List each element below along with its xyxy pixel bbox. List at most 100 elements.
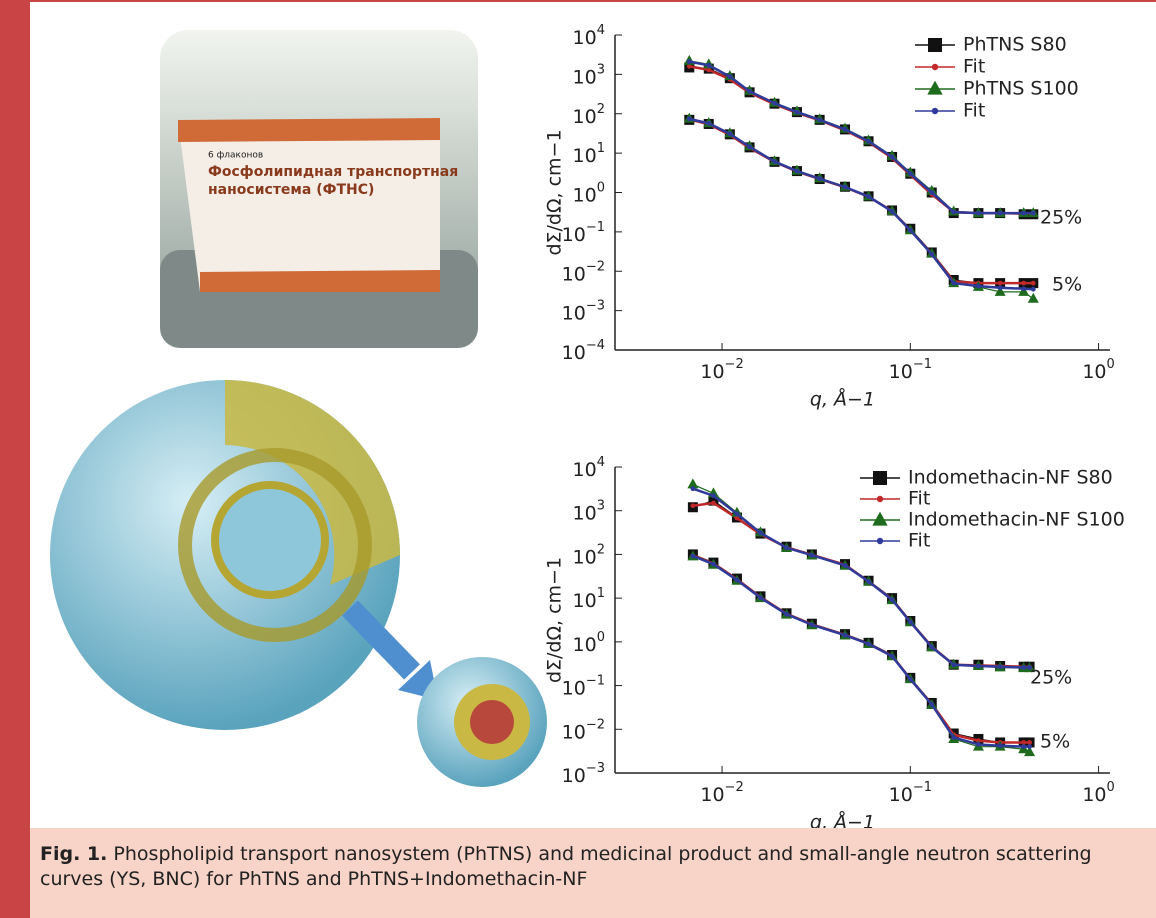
y-tick-label: 101	[573, 586, 605, 612]
marker	[706, 62, 712, 68]
x-axis-label: q, Å−1	[810, 388, 875, 411]
x-tick-label: 100	[1082, 780, 1114, 806]
curve-label: 5%	[1052, 274, 1082, 296]
marker	[876, 537, 884, 545]
marker	[976, 663, 981, 669]
marker	[1027, 292, 1039, 303]
marker	[842, 632, 848, 638]
y-tick-label: 102	[573, 542, 605, 568]
y-tick-label: 104	[573, 455, 605, 481]
marker	[997, 285, 1003, 291]
marker	[976, 283, 981, 289]
marker	[1027, 740, 1032, 745]
marker	[1024, 746, 1036, 757]
marker	[927, 80, 943, 95]
marker	[794, 168, 800, 174]
caption-text: Phospholipid transport nanosystem (PhTNS…	[40, 843, 1092, 890]
marker	[951, 280, 957, 286]
marker	[686, 116, 692, 122]
curve-label: 5%	[1040, 731, 1070, 753]
marker	[817, 176, 823, 182]
marker	[842, 563, 848, 568]
y-tick-label: 100	[573, 629, 605, 655]
x-tick-label: 10−1	[889, 780, 932, 806]
marker	[976, 742, 981, 747]
marker	[817, 117, 823, 123]
marker	[889, 154, 895, 160]
side-bar	[0, 0, 30, 918]
y-tick-label: 100	[573, 180, 605, 206]
marker	[711, 500, 716, 506]
marker	[747, 88, 752, 94]
marker	[889, 653, 895, 659]
box-title: наносистема (ФТНС)	[208, 182, 374, 198]
legend-label: Fit	[963, 56, 985, 78]
marker	[842, 184, 848, 190]
marker	[929, 190, 935, 195]
marker	[758, 595, 763, 601]
marker	[747, 144, 752, 150]
legend-label: PhTNS S100	[963, 78, 1079, 100]
marker	[1021, 280, 1027, 286]
marker	[687, 478, 699, 489]
marker	[866, 641, 871, 647]
marker	[951, 209, 957, 215]
caption-label: Fig. 1.	[40, 843, 108, 865]
marker	[997, 743, 1003, 749]
series-line	[692, 554, 1030, 748]
marker	[997, 210, 1003, 216]
marker	[711, 561, 716, 567]
marker	[926, 184, 938, 195]
marker	[794, 109, 800, 115]
x-tick-label: 10−2	[700, 780, 743, 806]
curve-label: 25%	[1040, 207, 1082, 229]
marker	[907, 676, 913, 682]
marker	[772, 100, 777, 106]
marker	[1021, 744, 1027, 750]
marker	[784, 545, 789, 551]
marker	[727, 131, 733, 137]
marker	[690, 553, 696, 559]
y-tick-label: 10−1	[562, 219, 605, 245]
marker	[1030, 280, 1036, 286]
marker	[809, 552, 815, 558]
x-axis-label: q, Å−1	[810, 811, 875, 829]
y-tick-label: 10−2	[562, 717, 605, 743]
marker	[690, 486, 696, 492]
y-tick-label: 10−1	[562, 673, 605, 699]
x-tick-label: 100	[1082, 357, 1114, 383]
marker	[842, 127, 848, 132]
marker	[931, 107, 939, 115]
marker	[690, 503, 696, 509]
y-tick-label: 101	[573, 141, 605, 167]
marker	[866, 138, 871, 144]
marker	[994, 285, 1006, 296]
marker	[931, 63, 939, 71]
series-line	[692, 487, 1030, 669]
marker	[711, 493, 716, 499]
y-tick-label: 103	[573, 498, 605, 524]
marker	[809, 622, 815, 628]
product-photo: 6 флаконов Фосфолипидная транспортная на…	[160, 30, 478, 348]
legend-label: Fit	[963, 100, 985, 122]
y-tick-label: 102	[573, 101, 605, 127]
x-tick-label: 10−1	[889, 357, 932, 383]
series-line	[689, 117, 1034, 291]
marker	[734, 577, 740, 583]
legend-label: Fit	[908, 488, 930, 510]
marker	[928, 38, 942, 52]
y-tick-label: 10−3	[562, 298, 605, 324]
y-axis-label: dΣ/dΩ, cm−1	[544, 557, 566, 683]
marker	[997, 280, 1003, 286]
marker	[706, 67, 712, 73]
marker	[758, 530, 763, 536]
legend-label: PhTNS S80	[963, 34, 1067, 56]
top-rule	[0, 0, 1156, 2]
marker	[734, 511, 740, 517]
marker	[976, 210, 981, 216]
marker	[907, 619, 913, 625]
marker	[997, 664, 1003, 670]
marker	[976, 738, 981, 744]
legend-label: Fit	[908, 530, 930, 552]
